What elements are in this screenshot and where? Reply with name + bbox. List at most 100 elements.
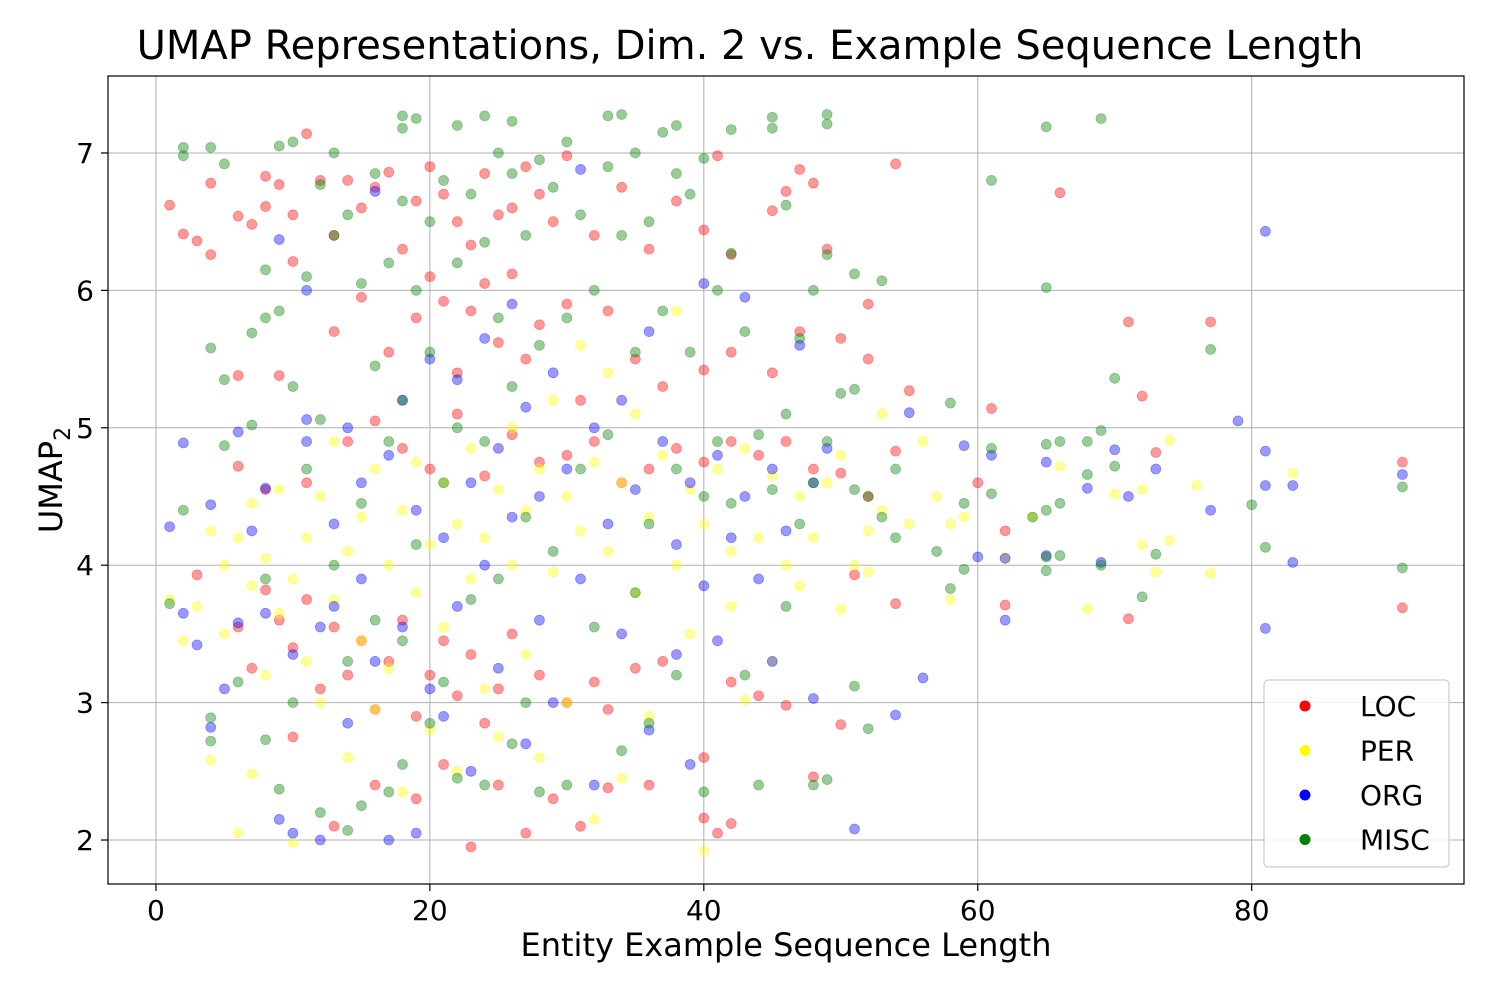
legend-label-misc: MISC [1360,824,1430,857]
data-point [1027,511,1038,523]
data-point [547,793,559,805]
data-point [1136,539,1148,550]
data-point [383,436,395,447]
data-point [862,298,874,310]
data-point [410,195,422,207]
data-point [232,532,244,544]
data-point [725,436,737,447]
data-point [424,669,436,681]
data-point [712,463,723,475]
data-point [903,385,915,397]
data-point [246,768,258,780]
data-point [273,607,285,619]
data-point [780,199,792,211]
data-point [520,649,532,660]
data-point [397,614,408,626]
data-point [780,436,792,447]
data-point [328,230,340,241]
data-point [314,683,326,695]
data-point [397,394,408,406]
data-point [383,346,395,358]
data-point [465,477,477,489]
data-point [451,765,463,777]
legend-marker-loc [1299,700,1311,712]
data-point [698,224,710,236]
legend-label-per: PER [1360,735,1414,768]
data-point [588,230,600,241]
data-point [479,333,491,344]
data-point [712,827,723,839]
data-point [1259,480,1271,491]
data-point [917,436,929,447]
data-point [616,745,628,757]
data-point [602,704,614,715]
data-point [766,655,778,667]
data-point [328,621,340,633]
data-point [671,669,682,681]
data-point [465,188,477,200]
data-point [1205,316,1217,328]
data-point [849,268,860,280]
data-point [725,247,737,259]
data-point [1040,438,1052,450]
data-point [301,594,313,605]
data-point [616,181,628,193]
data-point [602,305,614,317]
data-point [807,771,819,783]
data-point [876,504,888,516]
data-point [438,532,449,544]
data-point [547,216,559,228]
data-point [1287,480,1299,491]
data-point [602,161,614,173]
data-point [849,823,860,835]
data-point [191,601,203,612]
data-point [232,210,244,222]
data-point [451,216,463,228]
data-point [369,415,381,427]
data-point [383,786,395,798]
data-point [205,525,217,537]
data-point [944,518,956,530]
data-point [438,635,449,647]
data-point [479,110,491,122]
data-point [807,477,819,489]
data-point [629,408,641,420]
data-point [862,566,874,578]
data-point [725,818,737,829]
data-point [492,731,504,743]
data-point [698,518,710,530]
data-point [479,683,491,695]
data-point [1150,447,1162,458]
data-point [862,723,874,735]
data-point [314,621,326,633]
data-point [657,381,669,392]
data-point [287,136,299,148]
data-point [849,569,860,581]
data-point [397,195,408,207]
data-point [177,150,189,162]
data-point [1123,316,1134,328]
data-point [451,422,463,434]
data-point [328,436,340,447]
data-point [794,326,806,337]
y-axis-label-subscript: 2 [51,427,76,441]
data-point [1205,504,1217,516]
data-point [246,525,258,537]
data-point [287,649,299,660]
data-point [438,759,449,770]
data-point [575,209,586,221]
data-point [1136,390,1148,402]
chart-title: UMAP Representations, Dim. 2 vs. Example… [136,23,1364,69]
data-point [492,209,504,221]
data-point [657,449,669,461]
data-point [260,669,271,681]
data-point [438,621,449,633]
data-point [424,353,436,365]
data-point [588,284,600,296]
data-point [862,491,874,502]
data-point [958,511,970,523]
data-point [657,436,669,447]
data-point [177,635,189,647]
data-point [328,326,340,337]
data-point [492,662,504,674]
